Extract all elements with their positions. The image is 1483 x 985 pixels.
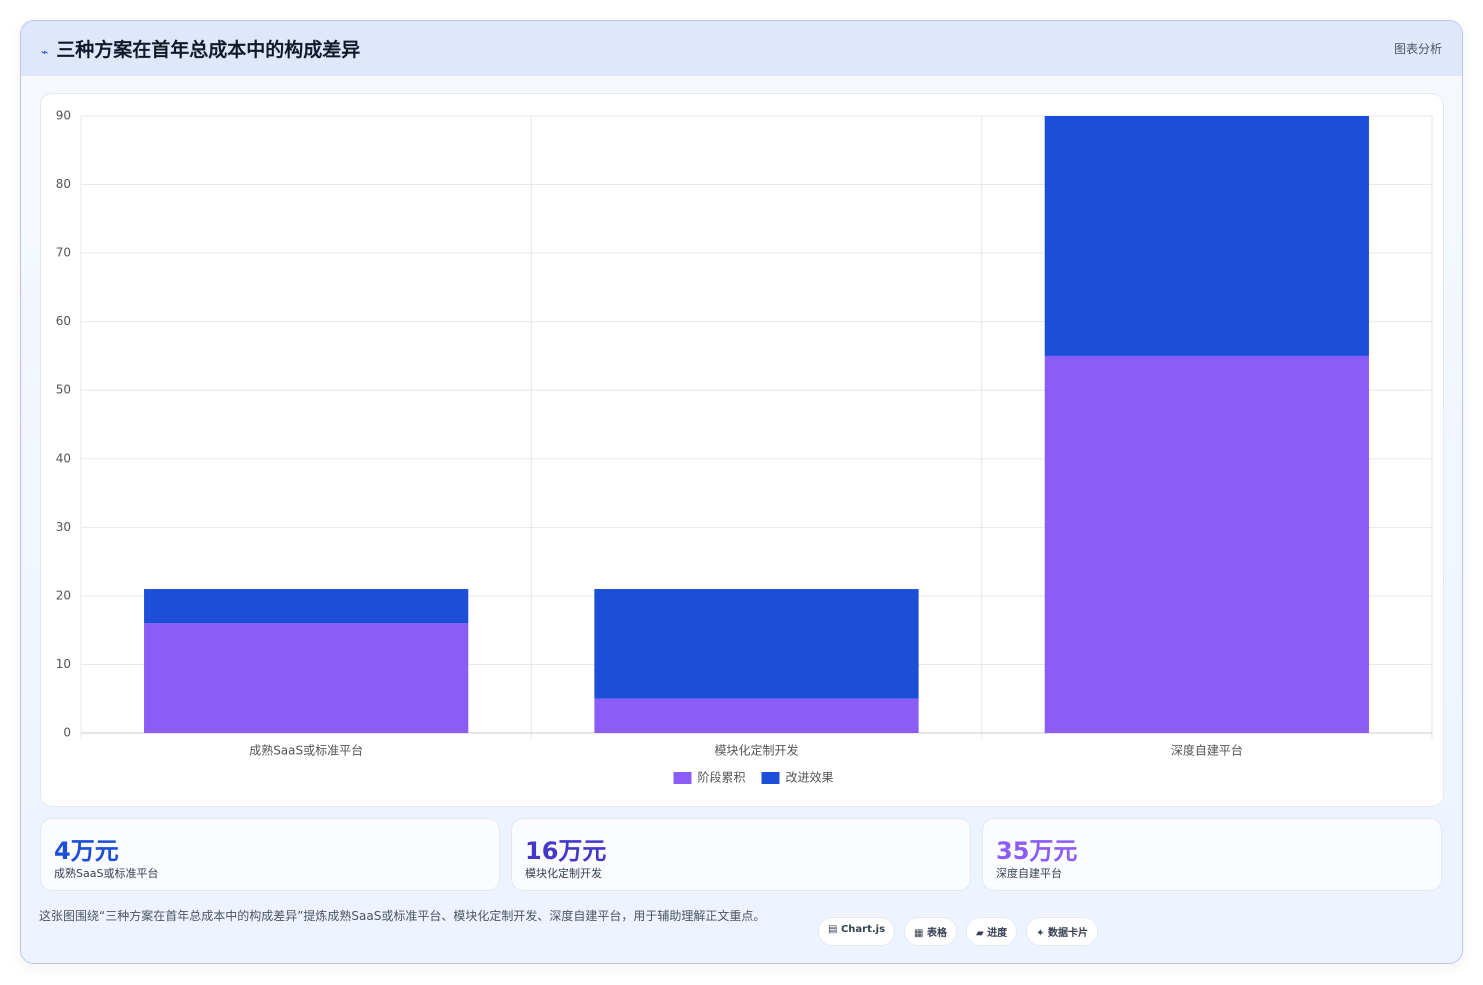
chip-text: 表格 <box>926 928 947 939</box>
stat-label: 成熟SaaS或标准平台 <box>54 867 159 880</box>
stat-label: 深度自建平台 <box>996 867 1062 880</box>
y-tick-label: 80 <box>56 177 71 191</box>
stat-card: 16万元模块化定制开发 <box>511 818 971 891</box>
stat-value: 35万元 <box>996 837 1078 865</box>
y-tick-label: 10 <box>56 657 71 671</box>
stat-label: 模块化定制开发 <box>525 867 602 880</box>
bar-segment <box>1044 116 1369 356</box>
chart: 0 10 20 30 40 50 60 70 80 90 成熟SaaS或标准平台 模块化定制开发 深度自… <box>56 109 1433 785</box>
y-tick-label: 90 <box>56 109 71 123</box>
title-text: 三种方案在首年总成本中的构成差异 <box>56 39 361 61</box>
chip[interactable]: ▤ Chart.js <box>818 917 896 946</box>
legend-swatch <box>761 772 780 784</box>
chip-text: 数据卡片 <box>1048 928 1089 939</box>
legend-label: 改进效果 <box>786 770 834 785</box>
chips: ▤ Chart.js ▦ 表格 ▰ 进度 ✦ 数据卡片 <box>818 917 1099 946</box>
bar-segment <box>144 589 469 624</box>
chart-card: ⌁ 三种方案在首年总成本中的构成差异 图表分析 0 10 20 30 40 50 60 70 80… <box>20 20 1463 964</box>
chip[interactable]: ▦ 表格 <box>904 917 957 946</box>
y-tick-label: 40 <box>56 451 71 465</box>
bar-segment <box>144 623 469 733</box>
y-tick-label: 0 <box>63 726 71 740</box>
chart-panel: 0 10 20 30 40 50 60 70 80 90 成熟SaaS或标准平台 模块化定制开发 深度自… <box>40 93 1444 807</box>
x-tick-label: 模块化定制开发 <box>714 743 798 758</box>
y-tick-label: 20 <box>56 588 71 602</box>
legend-label: 阶段累积 <box>698 770 746 785</box>
x-tick-label: 成熟SaaS或标准平台 <box>249 743 363 758</box>
stat-card: 4万元成熟SaaS或标准平台 <box>40 818 500 891</box>
bar-segment <box>594 589 919 699</box>
y-tick-label: 50 <box>56 383 71 397</box>
stat-value: 16万元 <box>525 837 607 865</box>
stat-value: 4万元 <box>54 837 119 865</box>
header-tag: 图表分析 <box>1393 42 1442 56</box>
chip[interactable]: ▰ 进度 <box>965 917 1018 946</box>
chip[interactable]: ✦ 数据卡片 <box>1026 917 1099 946</box>
bar-segment <box>594 698 919 733</box>
stat-card: 35万元深度自建平台 <box>982 818 1442 891</box>
legend-swatch <box>673 772 692 784</box>
description: 这张图围绕“三种方案在首年总成本中的构成差异”提炼成熟SaaS或标准平台、模块化… <box>39 909 766 923</box>
chip-text: 进度 <box>987 928 1008 939</box>
y-tick-label: 70 <box>56 246 71 260</box>
chip-text: Chart.js <box>840 924 886 935</box>
x-tick-label: 深度自建平台 <box>1171 743 1243 758</box>
header: ⌁ 三种方案在首年总成本中的构成差异 图表分析 <box>21 21 1462 76</box>
bar-segment <box>1044 355 1369 733</box>
y-tick-label: 30 <box>56 520 71 534</box>
y-tick-label: 60 <box>56 314 71 328</box>
title: ⌁ 三种方案在首年总成本中的构成差异 <box>41 39 361 61</box>
